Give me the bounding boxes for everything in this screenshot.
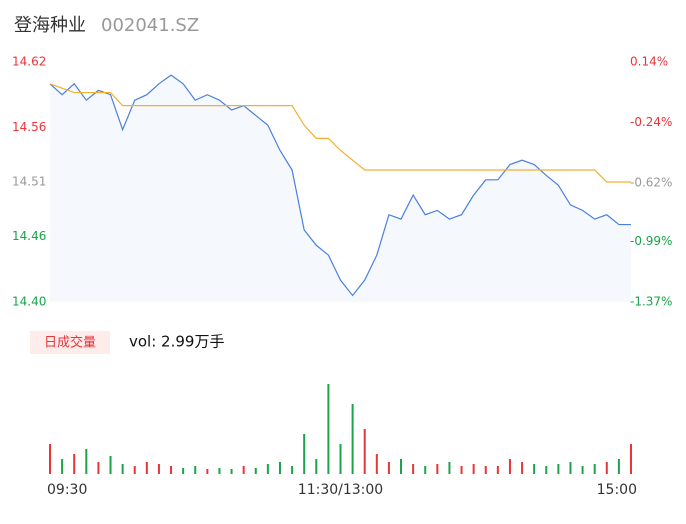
volume-bar: [206, 469, 209, 474]
volume-bar: [85, 449, 88, 474]
y2-tick-label: -0.62%: [630, 175, 672, 189]
volume-bar: [557, 464, 560, 474]
volume-bar: [327, 384, 330, 474]
volume-text: vol: 2.99万手: [129, 333, 224, 351]
y-tick-label: 14.46: [12, 229, 46, 243]
volume-bar: [617, 459, 620, 474]
y-tick-label: 14.56: [12, 120, 46, 134]
volume-bar: [448, 462, 451, 474]
y-tick-label: 14.51: [12, 175, 46, 189]
y2-tick-label: -0.99%: [630, 234, 672, 248]
volume-bar: [230, 469, 233, 474]
volume-bar: [400, 459, 403, 474]
volume-bar: [521, 462, 524, 474]
y-tick-label: 14.40: [12, 295, 46, 309]
volume-bar: [254, 468, 257, 474]
volume-bar: [472, 464, 475, 474]
volume-bar: [73, 454, 76, 474]
volume-badge: [30, 331, 110, 354]
y2-tick-label: -1.37%: [630, 295, 672, 309]
volume-bar: [218, 468, 221, 474]
volume-bar: [194, 466, 197, 474]
volume-bar: [109, 456, 112, 474]
volume-bar: [170, 466, 173, 474]
stock-code: 002041.SZ: [101, 15, 199, 36]
y2-tick-label: -0.24%: [630, 115, 672, 129]
volume-bar: [593, 464, 596, 474]
volume-bar: [242, 466, 245, 474]
stock-name: 登海种业: [14, 15, 86, 36]
volume-bar: [278, 462, 281, 474]
volume-bar: [182, 468, 185, 474]
volume-bar: [351, 404, 354, 474]
price-area: [50, 75, 631, 302]
volume-label: 日成交量: [44, 335, 96, 351]
volume-bar: [424, 466, 427, 474]
volume-bar: [484, 466, 487, 474]
volume-bar: [630, 444, 632, 474]
volume-bar: [545, 466, 548, 474]
volume-bar: [145, 462, 148, 474]
volume-bar: [315, 459, 318, 474]
volume-bar: [121, 464, 124, 474]
x-tick-label: 09:30: [47, 482, 87, 498]
volume-bar: [581, 466, 584, 474]
volume-bar: [436, 464, 439, 474]
volume-bar: [97, 462, 100, 474]
price-line: [49, 74, 631, 297]
x-tick-label: 11:30/13:00: [298, 482, 383, 498]
average-line: [49, 83, 631, 183]
volume-bar: [133, 466, 136, 474]
volume-bar: [412, 464, 415, 474]
volume-bar: [303, 434, 306, 474]
volume-bar: [157, 464, 160, 474]
volume-bar: [496, 466, 499, 474]
volume-bar: [375, 454, 378, 474]
volume-bar: [460, 466, 463, 474]
x-tick-label: 15:00: [597, 482, 637, 498]
volume-bar: [266, 464, 269, 474]
volume-bar: [387, 462, 390, 474]
volume-bar: [533, 464, 536, 474]
volume-bar: [291, 466, 294, 474]
volume-bar: [363, 429, 366, 474]
y2-tick-label: 0.14%: [630, 55, 668, 69]
y-tick-label: 14.62: [12, 55, 46, 69]
volume-bar: [508, 459, 511, 474]
volume-bar: [61, 459, 64, 474]
volume-bar: [605, 462, 608, 474]
volume-bar: [339, 444, 342, 474]
volume-bar: [49, 444, 51, 474]
volume-bar: [569, 462, 572, 474]
